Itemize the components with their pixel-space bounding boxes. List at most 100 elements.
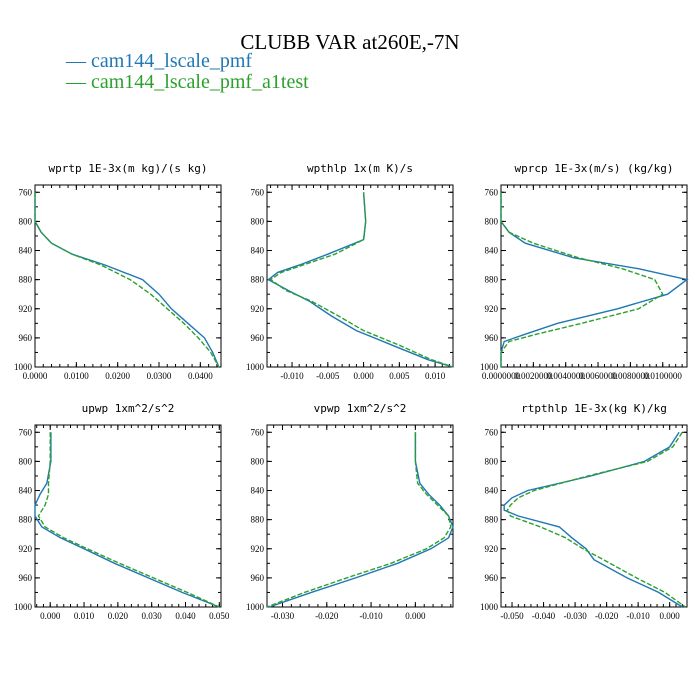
x-tick-label: 0.000 bbox=[660, 611, 681, 621]
x-tick-label: 0.0400 bbox=[188, 371, 213, 381]
y-tick-label: 800 bbox=[485, 456, 499, 466]
y-tick-label: 960 bbox=[251, 573, 265, 583]
y-tick-label: 760 bbox=[19, 427, 33, 437]
series-line-2 bbox=[500, 192, 664, 367]
y-tick-label: 840 bbox=[251, 486, 265, 496]
y-tick-label: 920 bbox=[19, 304, 33, 314]
plot-frame bbox=[500, 184, 688, 368]
y-tick-label: 880 bbox=[485, 515, 499, 525]
y-tick-label: 960 bbox=[485, 573, 499, 583]
x-tick-label: 0.005 bbox=[389, 371, 410, 381]
x-tick-label: -0.020 bbox=[595, 611, 619, 621]
y-tick-label: 1000 bbox=[14, 362, 33, 372]
y-tick-label: 920 bbox=[485, 544, 499, 554]
x-tick-label: 0.0040000 bbox=[547, 371, 586, 381]
y-tick-label: 800 bbox=[485, 216, 499, 226]
x-tick-label: 0.000 bbox=[353, 371, 374, 381]
y-tick-label: 760 bbox=[251, 427, 265, 437]
x-tick-label: 0.0080000 bbox=[611, 371, 650, 381]
x-tick-label: 0.0200 bbox=[105, 371, 130, 381]
panel-6: rtpthlp 1E-3x(kg K)/kg 760 800 840 880 920 960… bbox=[480, 402, 688, 621]
y-tick-label: 960 bbox=[19, 573, 33, 583]
x-tick-label: -0.040 bbox=[532, 611, 556, 621]
panel-title: wpthlp 1x(m K)/s bbox=[307, 162, 413, 175]
panel-title: rtpthlp 1E-3x(kg K)/kg bbox=[521, 402, 667, 415]
y-tick-label: 960 bbox=[251, 333, 265, 343]
x-tick-label: 0.0300 bbox=[147, 371, 172, 381]
y-tick-label: 840 bbox=[19, 486, 33, 496]
x-tick-label: 0.0000 bbox=[23, 371, 48, 381]
y-tick-label: 760 bbox=[251, 187, 265, 197]
x-tick-label: -0.030 bbox=[271, 611, 295, 621]
y-tick-label: 960 bbox=[485, 333, 499, 343]
x-tick-label: 0.000 bbox=[40, 611, 61, 621]
legend-label-2: cam144_lscale_pmf_a1test bbox=[91, 71, 309, 93]
legend-label-1: cam144_lscale_pmf bbox=[91, 50, 253, 72]
y-tick-label: 840 bbox=[485, 486, 499, 496]
series-line-2 bbox=[266, 432, 452, 608]
x-tick-label: 0.0000000 bbox=[482, 371, 521, 381]
x-tick-label: 0.0020000 bbox=[514, 371, 553, 381]
x-tick-label: -0.010 bbox=[359, 611, 383, 621]
x-tick-label: 0.010 bbox=[425, 371, 446, 381]
panel-5: vpwp 1xm^2/s^2 760 800 840 880 920 960 1000 -0.0… bbox=[246, 402, 454, 621]
series-line-1 bbox=[34, 192, 220, 368]
x-tick-label: 0.010 bbox=[74, 611, 95, 621]
series-line-1 bbox=[268, 432, 454, 608]
series-line-2 bbox=[269, 192, 454, 368]
panel-4: upwp 1xm^2/s^2 760 800 840 880 920 960 1000 0.00… bbox=[14, 402, 230, 621]
x-tick-label: 0.040 bbox=[175, 611, 196, 621]
y-tick-label: 800 bbox=[19, 216, 33, 226]
x-tick-label: 0.0060000 bbox=[579, 371, 618, 381]
x-tick-label: -0.050 bbox=[500, 611, 524, 621]
y-tick-label: 920 bbox=[19, 544, 33, 554]
series-line-1 bbox=[500, 192, 689, 367]
panel-title: wprcp 1E-3x(m/s) (kg/kg) bbox=[515, 162, 674, 175]
y-tick-label: 880 bbox=[19, 275, 33, 285]
y-tick-label: 840 bbox=[251, 246, 265, 256]
x-tick-label: 0.020 bbox=[108, 611, 129, 621]
panel-1: wprtp 1E-3x(m kg)/(s kg) 760 800 840 880 920 9… bbox=[14, 162, 222, 381]
y-tick-label: 920 bbox=[251, 304, 265, 314]
y-tick-label: 1000 bbox=[246, 362, 265, 372]
y-tick-label: 880 bbox=[19, 515, 33, 525]
y-tick-label: 1000 bbox=[14, 602, 33, 612]
x-tick-label: 0.050 bbox=[209, 611, 230, 621]
y-tick-label: 800 bbox=[251, 456, 265, 466]
panel-title: wprtp 1E-3x(m kg)/(s kg) bbox=[49, 162, 208, 175]
y-tick-label: 800 bbox=[251, 216, 265, 226]
panel-2: wpthlp 1x(m K)/s 760 800 840 880 920 960 1000 -0… bbox=[246, 162, 454, 381]
series-line-2 bbox=[37, 432, 220, 608]
legend-line-2: — bbox=[66, 71, 91, 93]
plot-frame bbox=[266, 424, 454, 608]
x-tick-label: 0.0100 bbox=[64, 371, 89, 381]
y-tick-label: 760 bbox=[19, 187, 33, 197]
y-tick-label: 960 bbox=[19, 333, 33, 343]
y-tick-label: 1000 bbox=[480, 602, 499, 612]
y-tick-label: 760 bbox=[485, 187, 499, 197]
y-tick-label: 800 bbox=[19, 456, 33, 466]
x-tick-label: 0.000 bbox=[405, 611, 426, 621]
plot-frame bbox=[34, 184, 222, 368]
y-tick-label: 880 bbox=[485, 275, 499, 285]
y-tick-label: 1000 bbox=[246, 602, 265, 612]
y-tick-label: 840 bbox=[485, 246, 499, 256]
x-tick-label: -0.010 bbox=[280, 371, 304, 381]
panel-3: wprcp 1E-3x(m/s) (kg/kg) 760 800 840 880 920 9… bbox=[480, 162, 689, 381]
y-tick-label: 880 bbox=[251, 515, 265, 525]
x-tick-label: -0.005 bbox=[316, 371, 340, 381]
legend-line-1: — bbox=[66, 50, 91, 72]
legend-entry-2: — cam144_lscale_pmf_a1test bbox=[66, 71, 309, 94]
series-line-1 bbox=[503, 431, 683, 608]
series-line-2 bbox=[34, 192, 220, 368]
x-tick-label: -0.030 bbox=[563, 611, 587, 621]
y-tick-label: 920 bbox=[251, 544, 265, 554]
panel-title: vpwp 1xm^2/s^2 bbox=[314, 402, 407, 415]
legend-entry-1: — cam144_lscale_pmf bbox=[66, 50, 252, 73]
x-tick-label: -0.010 bbox=[627, 611, 651, 621]
x-tick-label: -0.020 bbox=[315, 611, 339, 621]
x-tick-label: 0.030 bbox=[142, 611, 163, 621]
series-line-2 bbox=[506, 431, 686, 608]
y-tick-label: 880 bbox=[251, 275, 265, 285]
